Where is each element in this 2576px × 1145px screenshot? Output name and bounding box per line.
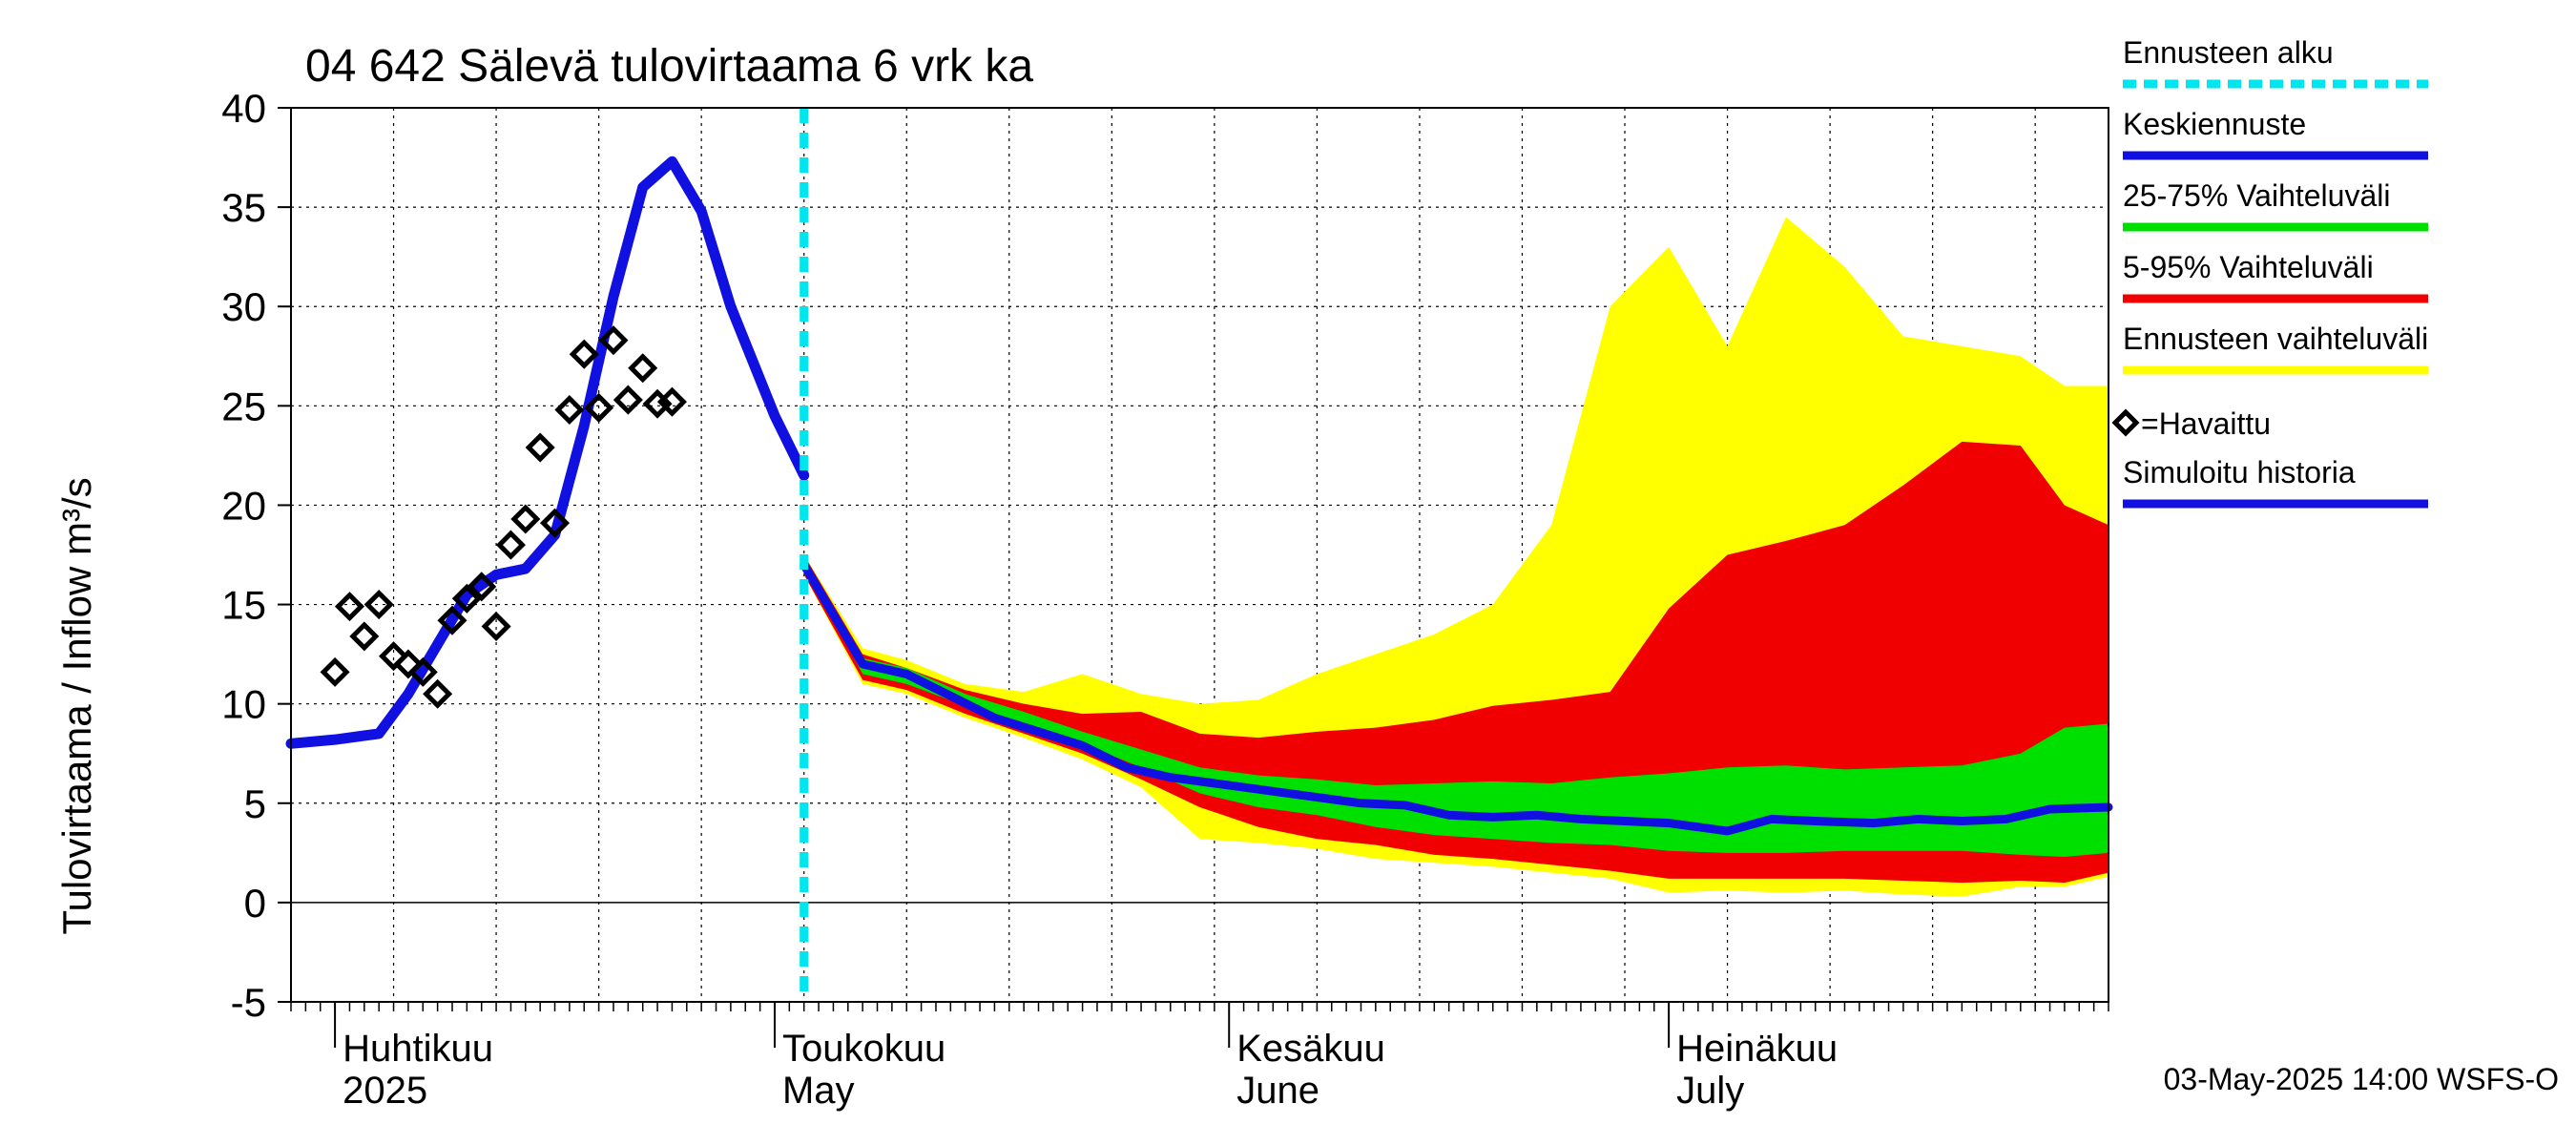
observed-point <box>481 611 511 641</box>
x-month-sublabel: July <box>1676 1070 1744 1112</box>
x-month-label: Toukokuu <box>782 1028 945 1070</box>
observed-point <box>584 392 614 423</box>
observed-point <box>569 339 599 369</box>
y-tick-label: 40 <box>221 86 266 131</box>
footer-timestamp: 03-May-2025 14:00 WSFS-O <box>2164 1062 2559 1096</box>
y-tick-label: 25 <box>221 384 266 428</box>
y-tick-label: 15 <box>221 583 266 628</box>
legend: Ennusteen alku Keskiennuste 25-75% Vaihtel… <box>2111 35 2428 509</box>
observed-point <box>554 394 585 426</box>
y-tick-label: 20 <box>221 483 266 528</box>
legend-label: Simuloitu historia <box>2123 455 2356 489</box>
observed-point <box>393 649 424 679</box>
observed-point <box>467 572 497 602</box>
y-tick-label: 10 <box>221 682 266 727</box>
observed-point <box>320 656 350 687</box>
median-forecast-line <box>800 560 2113 836</box>
x-month-sublabel: 2025 <box>343 1070 427 1112</box>
y-tick-label: 30 <box>221 284 266 329</box>
observed-point <box>423 678 453 709</box>
y-tick-label: 35 <box>221 185 266 230</box>
observed-point <box>407 656 438 687</box>
observed-point <box>613 385 643 415</box>
observed-point <box>598 325 629 356</box>
x-month-label: Kesäkuu <box>1236 1028 1385 1070</box>
observed-point <box>451 583 482 614</box>
plot-area: -50510152025303540Huhtikuu2025ToukokuuMa… <box>221 86 2113 1112</box>
observed-point <box>495 530 526 560</box>
legend-label: 25-75% Vaihteluväli <box>2123 178 2390 213</box>
legend-label: 5-95% Vaihteluväli <box>2123 250 2374 284</box>
observed-point <box>379 641 409 672</box>
y-axis-label: Tulovirtaama / Inflow m³/s <box>54 477 99 934</box>
observed-point <box>510 504 541 534</box>
band-25-75 <box>803 558 2109 857</box>
legend-label: Ennusteen alku <box>2123 35 2334 70</box>
observed-point <box>656 386 687 417</box>
x-month-label: Heinäkuu <box>1676 1028 1838 1070</box>
observed-point <box>364 590 394 620</box>
legend-marker <box>2111 408 2140 437</box>
legend-label: =Havaittu <box>2141 406 2271 441</box>
x-month-label: Huhtikuu <box>343 1028 493 1070</box>
chart-title: 04 642 Sälevä tulovirtaama 6 vrk ka <box>305 41 1033 92</box>
x-month-sublabel: May <box>782 1070 855 1112</box>
observed-point <box>437 605 467 635</box>
observed-point <box>334 592 364 622</box>
observed-point <box>349 621 380 652</box>
legend-label: Ennusteen vaihteluväli <box>2123 322 2428 356</box>
observed-point <box>628 353 658 384</box>
observed-point <box>539 508 571 538</box>
legend-label: Keskiennuste <box>2123 107 2306 141</box>
y-tick-label: 0 <box>244 881 266 926</box>
y-tick-label: 5 <box>244 781 266 826</box>
observed-point <box>525 432 555 463</box>
x-month-sublabel: June <box>1236 1070 1319 1112</box>
y-tick-label: -5 <box>231 980 266 1025</box>
